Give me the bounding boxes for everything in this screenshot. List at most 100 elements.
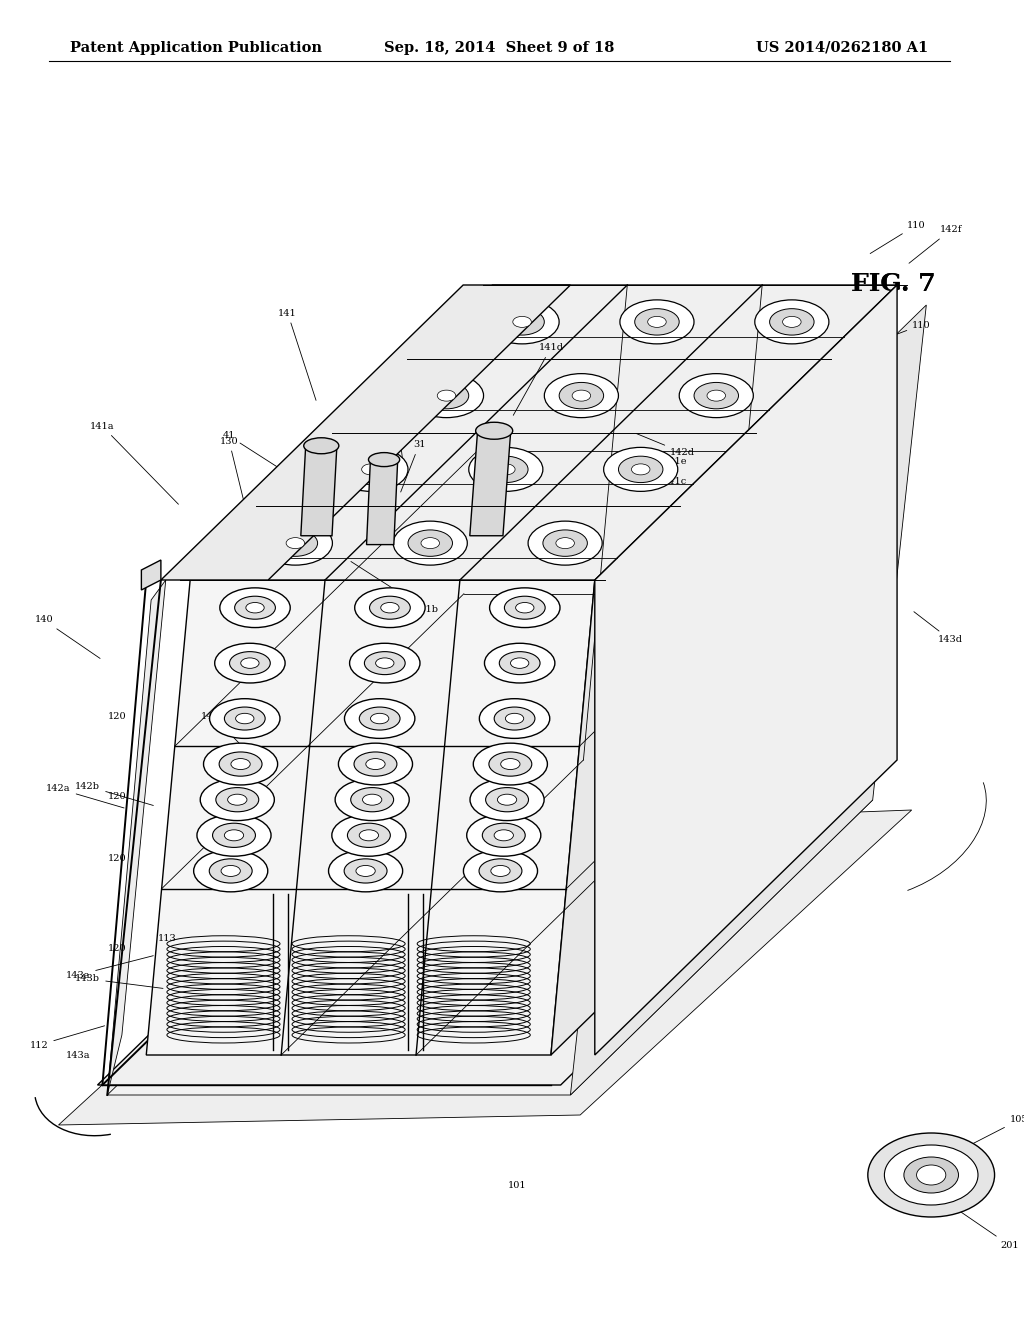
Text: 140: 140 [35, 615, 100, 659]
Ellipse shape [543, 529, 588, 556]
Ellipse shape [221, 866, 241, 876]
Text: 143d: 143d [913, 611, 964, 644]
Ellipse shape [229, 652, 270, 675]
Text: Patent Application Publication: Patent Application Publication [71, 41, 323, 54]
Ellipse shape [197, 814, 271, 857]
Ellipse shape [707, 391, 726, 401]
Ellipse shape [497, 463, 515, 475]
Ellipse shape [216, 788, 259, 812]
Ellipse shape [437, 391, 456, 401]
Ellipse shape [755, 300, 828, 345]
Text: FIG. 7: FIG. 7 [851, 272, 936, 296]
Text: 141d: 141d [513, 343, 563, 416]
Polygon shape [551, 285, 897, 1055]
Ellipse shape [273, 529, 317, 556]
Ellipse shape [344, 859, 387, 883]
Text: 31: 31 [400, 440, 425, 492]
Text: 141a: 141a [90, 422, 178, 504]
Ellipse shape [344, 698, 415, 738]
Polygon shape [190, 285, 897, 579]
Text: 141: 141 [279, 309, 316, 400]
Ellipse shape [635, 309, 679, 335]
Ellipse shape [215, 643, 285, 682]
Ellipse shape [556, 537, 574, 549]
Text: 110: 110 [870, 220, 926, 253]
Ellipse shape [231, 759, 250, 770]
Text: 110: 110 [870, 321, 931, 345]
Text: US 2014/0262180 A1: US 2014/0262180 A1 [756, 41, 929, 54]
Ellipse shape [354, 752, 397, 776]
Ellipse shape [366, 759, 385, 770]
Ellipse shape [782, 317, 801, 327]
Ellipse shape [489, 587, 560, 627]
Ellipse shape [500, 309, 545, 335]
Ellipse shape [488, 752, 531, 776]
Ellipse shape [483, 457, 528, 483]
Ellipse shape [354, 587, 425, 627]
Ellipse shape [501, 759, 520, 770]
Ellipse shape [234, 597, 275, 619]
Ellipse shape [506, 713, 523, 723]
Text: 105: 105 [963, 1115, 1024, 1148]
Text: 135: 135 [386, 392, 404, 474]
Ellipse shape [916, 1166, 946, 1185]
Text: 143b: 143b [75, 974, 163, 989]
Ellipse shape [219, 752, 262, 776]
Ellipse shape [511, 657, 528, 668]
Ellipse shape [220, 587, 290, 627]
Ellipse shape [867, 1133, 994, 1217]
Ellipse shape [213, 824, 255, 847]
Text: 141c: 141c [664, 477, 687, 486]
Text: Sep. 18, 2014  Sheet 9 of 18: Sep. 18, 2014 Sheet 9 of 18 [384, 41, 614, 54]
Ellipse shape [304, 438, 339, 454]
Ellipse shape [370, 597, 411, 619]
Text: 110: 110 [616, 681, 673, 705]
Text: 142f: 142f [909, 226, 962, 263]
Polygon shape [97, 789, 863, 1085]
Ellipse shape [885, 1144, 978, 1205]
Ellipse shape [410, 374, 483, 417]
Ellipse shape [246, 602, 264, 612]
Ellipse shape [473, 743, 548, 785]
Ellipse shape [464, 850, 538, 892]
Ellipse shape [349, 457, 393, 483]
Text: 143c: 143c [627, 857, 685, 899]
Ellipse shape [332, 814, 406, 857]
Ellipse shape [236, 713, 254, 723]
Ellipse shape [479, 859, 522, 883]
Polygon shape [367, 459, 397, 545]
Ellipse shape [347, 824, 390, 847]
Ellipse shape [485, 788, 528, 812]
Ellipse shape [356, 866, 375, 876]
Ellipse shape [500, 652, 540, 675]
Polygon shape [470, 430, 511, 536]
Ellipse shape [545, 374, 618, 417]
Ellipse shape [224, 708, 265, 730]
Ellipse shape [421, 537, 439, 549]
Ellipse shape [349, 643, 420, 682]
Polygon shape [595, 285, 897, 1055]
Ellipse shape [505, 597, 545, 619]
Text: 112: 112 [30, 1026, 104, 1049]
Ellipse shape [528, 521, 602, 565]
Ellipse shape [424, 383, 469, 409]
Ellipse shape [770, 309, 814, 335]
Ellipse shape [604, 447, 678, 491]
Ellipse shape [371, 713, 389, 723]
Text: 41: 41 [222, 432, 304, 484]
Ellipse shape [482, 824, 525, 847]
Text: 120: 120 [109, 944, 127, 953]
Ellipse shape [475, 422, 513, 440]
Ellipse shape [620, 300, 694, 345]
Ellipse shape [361, 463, 380, 475]
Ellipse shape [359, 708, 400, 730]
Ellipse shape [381, 602, 399, 612]
Ellipse shape [408, 529, 453, 556]
Ellipse shape [393, 521, 467, 565]
Ellipse shape [572, 391, 591, 401]
Ellipse shape [335, 779, 410, 821]
Polygon shape [301, 446, 337, 536]
Ellipse shape [467, 814, 541, 857]
Text: 120: 120 [109, 854, 127, 863]
Ellipse shape [495, 830, 513, 841]
